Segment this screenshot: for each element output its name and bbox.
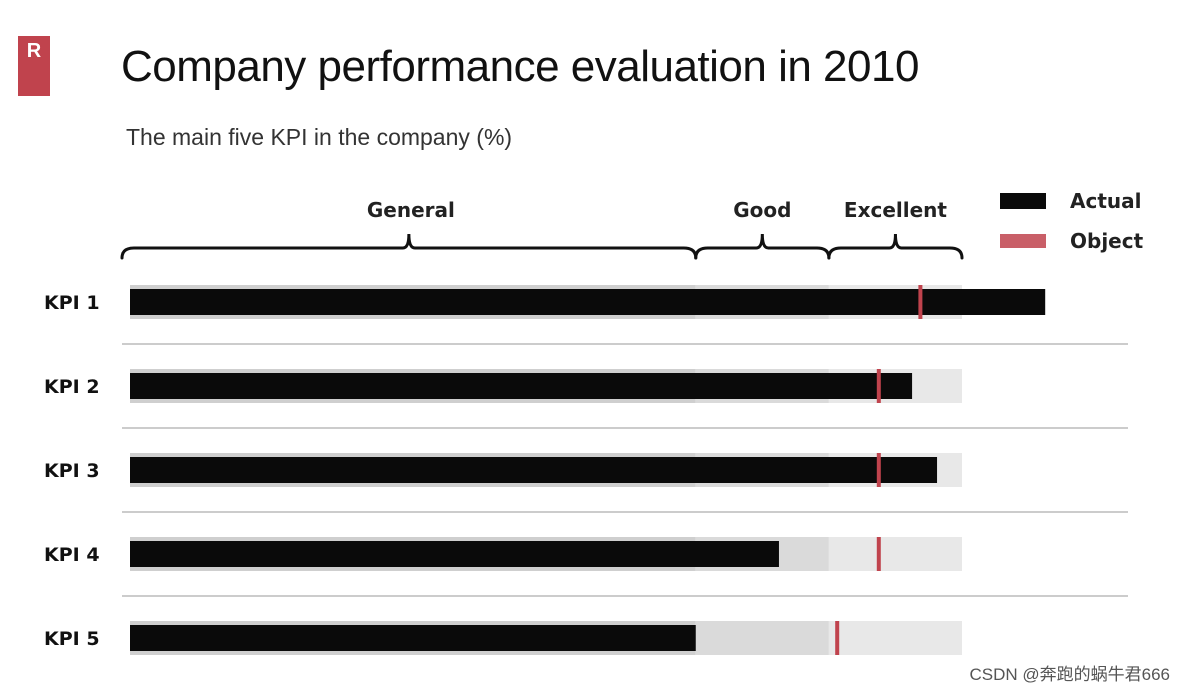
legend-label-actual: Actual [1070, 189, 1141, 213]
logo-letter: R [26, 40, 42, 62]
range-brace-excellent [827, 233, 964, 260]
actual-bar [130, 373, 913, 399]
chart-title: Company performance evaluation in 2010 [121, 42, 919, 91]
logo: R [18, 36, 50, 96]
legend-label-object: Object [1070, 229, 1144, 253]
range-label-good: Good [733, 198, 791, 222]
range-brace-good [694, 233, 831, 260]
band-good [695, 621, 829, 655]
actual-bar [130, 541, 779, 567]
watermark: CSDN @奔跑的蜗牛君666 [969, 665, 1170, 684]
kpi-label: KPI 3 [44, 460, 100, 482]
actual-bar [130, 625, 696, 651]
kpi-label: KPI 2 [44, 376, 100, 398]
range-label-general: General [367, 198, 455, 222]
object-marker [918, 285, 923, 319]
band-excellent [828, 621, 962, 655]
band-excellent [828, 537, 962, 571]
actual-bar [130, 457, 938, 483]
chart-subtitle: The main five KPI in the company (%) [126, 124, 513, 150]
range-label-excellent: Excellent [844, 198, 947, 222]
object-marker [876, 369, 881, 403]
range-brace-general [120, 233, 698, 260]
actual-bar [130, 289, 1046, 315]
legend-swatch-object [1000, 234, 1046, 248]
object-marker [835, 621, 840, 655]
object-marker [876, 453, 881, 487]
kpi-label: KPI 4 [44, 544, 100, 566]
object-marker [876, 537, 881, 571]
kpi-label: KPI 5 [44, 628, 100, 650]
legend-swatch-actual [1000, 193, 1046, 209]
kpi-label: KPI 1 [44, 292, 100, 314]
